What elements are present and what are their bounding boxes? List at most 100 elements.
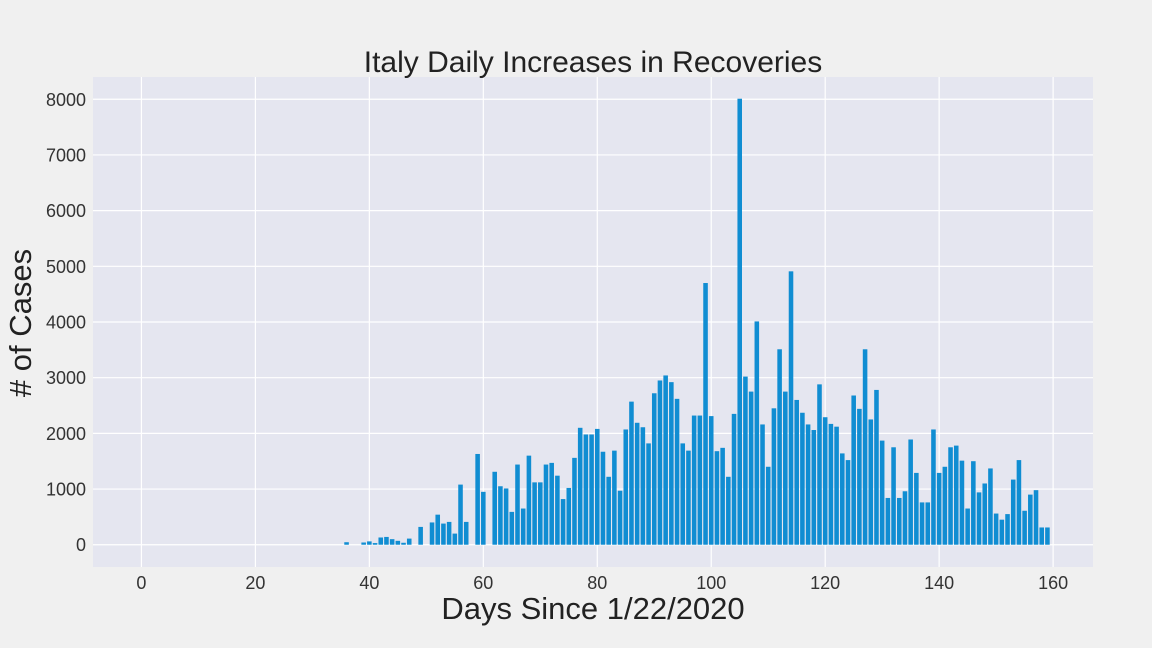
- x-tick-label: 0: [136, 573, 146, 593]
- bar: [606, 476, 611, 545]
- bar: [914, 472, 919, 545]
- bar: [868, 419, 874, 545]
- x-tick-label: 40: [359, 573, 379, 593]
- bar: [452, 533, 458, 545]
- bar: [885, 497, 891, 545]
- bar: [520, 508, 526, 545]
- x-tick-labels: 0 20 40 60 80 100 120 140 160: [136, 573, 1068, 593]
- bar: [577, 427, 583, 545]
- bar: [594, 428, 600, 545]
- bar: [891, 447, 896, 545]
- bar: [931, 429, 936, 545]
- bar: [669, 382, 674, 545]
- bar: [532, 482, 537, 545]
- bar: [765, 466, 771, 545]
- bar: [805, 424, 811, 545]
- bar: [503, 488, 509, 545]
- bar: [566, 487, 572, 545]
- bar: [1010, 479, 1016, 545]
- bar: [680, 443, 686, 545]
- bar: [822, 417, 828, 545]
- bar: [902, 491, 908, 545]
- y-tick-labels: 0 1000 2000 3000 4000 5000 6000 7000 8000: [46, 90, 86, 555]
- bar: [686, 450, 691, 545]
- x-tick-label: 20: [245, 573, 265, 593]
- bar: [834, 426, 839, 545]
- bar: [458, 484, 463, 545]
- x-axis-label: Days Since 1/22/2020: [441, 591, 744, 626]
- bar: [555, 475, 560, 545]
- bar: [959, 460, 965, 545]
- bar: [475, 453, 480, 545]
- bar: [538, 482, 543, 545]
- bar: [446, 521, 452, 545]
- bar: [612, 450, 617, 545]
- bar: [560, 499, 566, 545]
- bar: [840, 453, 845, 545]
- bar: [572, 457, 577, 545]
- x-tick-label: 80: [587, 573, 607, 593]
- bar: [783, 391, 788, 545]
- bar: [344, 542, 349, 545]
- x-tick-label: 160: [1038, 573, 1068, 593]
- bar: [395, 540, 401, 545]
- bar: [874, 389, 879, 545]
- bar: [845, 460, 851, 545]
- bar: [367, 541, 372, 545]
- bar: [811, 430, 817, 545]
- y-axis-label: # of Cases: [3, 249, 38, 397]
- bar: [971, 461, 976, 545]
- bar: [1045, 527, 1050, 545]
- bar: [925, 502, 931, 545]
- x-tick-label: 120: [810, 573, 840, 593]
- bar: [629, 401, 634, 545]
- y-tick-label: 8000: [46, 90, 86, 110]
- bar: [919, 502, 925, 545]
- bar: [515, 464, 520, 545]
- bar: [418, 526, 423, 545]
- bar: [708, 416, 714, 545]
- bar: [726, 476, 731, 545]
- bar: [754, 321, 760, 545]
- bar: [771, 408, 777, 545]
- bar: [800, 412, 805, 545]
- bar: [936, 472, 942, 545]
- bar: [526, 455, 532, 545]
- bar: [988, 468, 993, 545]
- bar: [481, 491, 486, 545]
- bar: [657, 380, 663, 545]
- bar: [714, 451, 720, 545]
- bar: [788, 271, 794, 545]
- bar: [640, 427, 646, 545]
- y-tick-label: 6000: [46, 201, 86, 221]
- bar: [663, 375, 668, 545]
- y-tick-label: 3000: [46, 368, 86, 388]
- bar: [817, 384, 822, 545]
- bar: [851, 395, 856, 545]
- bar: [1039, 527, 1044, 545]
- bar: [1028, 494, 1033, 545]
- bar: [731, 413, 737, 545]
- bar: [953, 445, 959, 545]
- y-tick-label: 0: [76, 535, 86, 555]
- bar: [697, 415, 703, 545]
- bar: [646, 443, 651, 545]
- bar: [948, 447, 953, 545]
- bar: [600, 451, 606, 545]
- bar: [549, 462, 554, 545]
- bar: [589, 434, 594, 545]
- x-tick-label: 140: [924, 573, 954, 593]
- y-tick-label: 7000: [46, 145, 86, 165]
- y-tick-label: 2000: [46, 424, 86, 444]
- bar: [401, 542, 406, 545]
- bar: [406, 538, 412, 545]
- bar: [896, 497, 902, 545]
- bar: [441, 523, 446, 545]
- bar: [1016, 460, 1022, 545]
- bar: [794, 399, 799, 545]
- chart-title: Italy Daily Increases in Recoveries: [364, 46, 823, 79]
- bar: [651, 393, 657, 545]
- bar: [999, 519, 1005, 545]
- bar: [760, 424, 765, 545]
